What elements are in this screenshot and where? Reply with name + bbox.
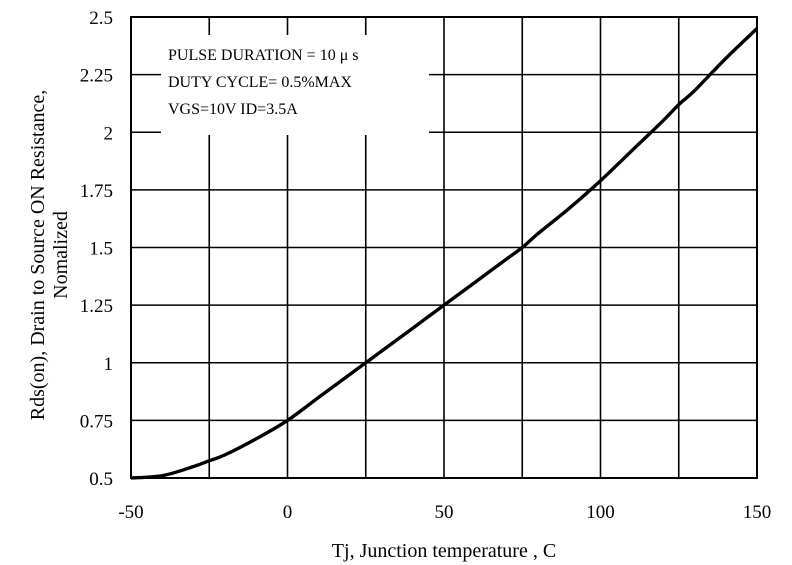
y-tick-label: 2 [104, 123, 114, 144]
x-tick-label: 0 [283, 502, 293, 523]
annotations: PULSE DURATION = 10 μ s DUTY CYCLE= 0.5%M… [168, 47, 359, 118]
y-tick-label: 1 [104, 354, 114, 375]
y-tick-label: 1.75 [80, 181, 113, 202]
x-tick-label: -50 [118, 502, 143, 523]
annotation-box [161, 35, 429, 135]
y-axis-label-line-2: Nomalized [50, 211, 72, 299]
x-tick-labels: -50 0 50 100 150 [118, 502, 771, 523]
y-tick-label: 0.75 [80, 411, 113, 432]
y-tick-label: 0.5 [89, 469, 113, 490]
y-tick-label: 2.5 [89, 8, 113, 29]
annotation-line: PULSE DURATION = 10 μ s [168, 47, 359, 64]
annotation-line: VGS=10V ID=3.5A [168, 101, 298, 118]
plot-frame [130, 16, 758, 479]
y-tick-label: 2.25 [80, 66, 113, 87]
y-tick-label: 1.5 [89, 239, 113, 260]
y-tick-labels: 0.5 0.75 1 1.25 1.5 1.75 2 2.25 2.5 [80, 8, 113, 490]
x-tick-label: 150 [743, 502, 772, 523]
annotation-line: DUTY CYCLE= 0.5%MAX [168, 74, 352, 91]
x-tick-label: 50 [435, 502, 454, 523]
series-line [130, 27, 759, 480]
y-axis-label: Rds(on), Drain to Source ON Resistance, … [27, 90, 72, 421]
x-tick-label: 100 [586, 502, 615, 523]
y-axis-label-line-1: Rds(on), Drain to Source ON Resistance, [27, 90, 49, 421]
x-axis-label: Tj, Junction temperature , C [332, 540, 556, 562]
y-tick-label: 1.25 [80, 296, 113, 317]
